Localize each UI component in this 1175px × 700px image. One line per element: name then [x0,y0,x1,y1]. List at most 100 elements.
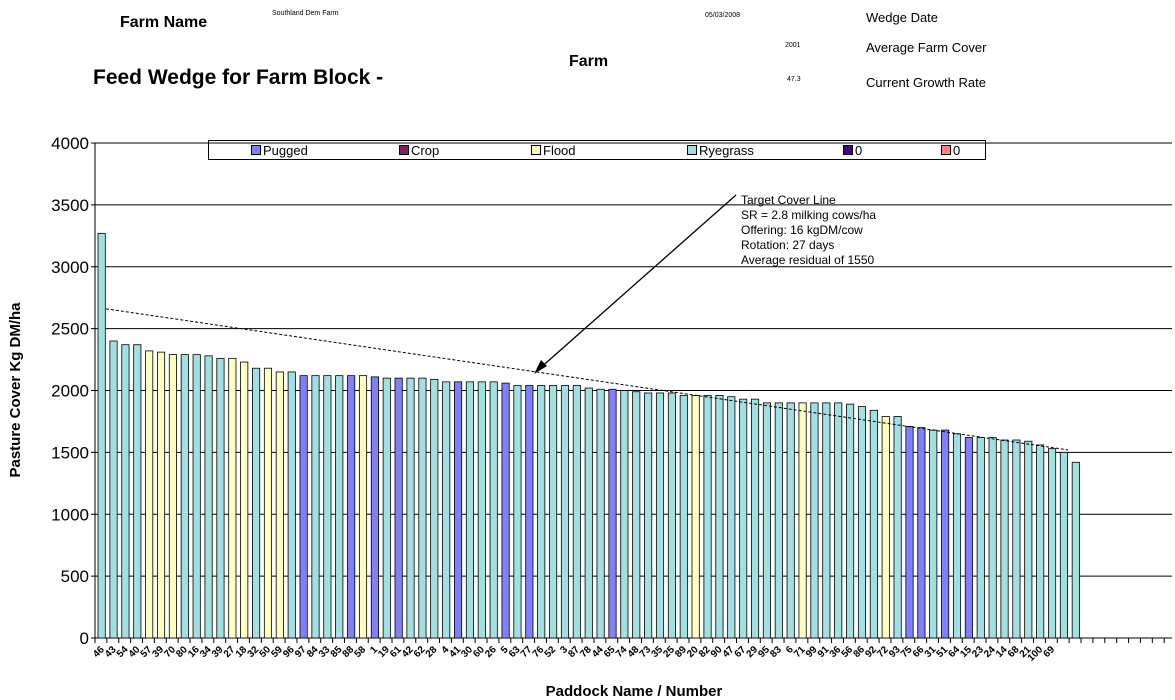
growth-rate-label: Current Growth Rate [866,75,986,90]
chart-legend: Pugged Crop Flood Ryegrass 0 0 [208,140,986,160]
legend-label: Flood [543,143,576,158]
bar [192,354,201,639]
bar [145,350,154,639]
bar [156,351,166,639]
bar [620,390,629,639]
bar [275,371,284,639]
bar [323,375,332,639]
y-tick-label: 0 [80,629,89,648]
bar [1000,439,1009,639]
legend-item: Ryegrass [687,143,754,158]
legend-label: 0 [953,143,961,158]
bar [679,395,688,639]
x-tick-label: 26 [483,644,499,660]
average-cover-value: 2001 [785,42,801,49]
bar [180,354,189,639]
bar [168,354,177,639]
bar [358,375,368,639]
bar [287,371,296,639]
bar [299,375,308,639]
bar [667,392,676,639]
legend-swatch [399,145,409,155]
bar [964,437,973,639]
bar [133,344,142,639]
bar [739,398,748,639]
bar [252,367,261,639]
y-tick-label: 3000 [51,258,89,277]
bar [453,381,463,639]
y-axis-title: Pasture Cover Kg DM/ha [7,302,24,478]
bar [382,377,391,639]
bar [501,382,510,639]
bar [644,392,653,639]
bar [121,344,130,639]
legend-swatch [251,145,261,155]
legend-item: Pugged [251,143,308,158]
legend-label: Ryegrass [699,143,754,158]
bar [335,375,344,639]
page-title: Feed Wedge for Farm Block - [93,66,384,89]
bar [952,433,962,639]
bar [109,340,118,639]
bar [822,402,831,639]
wedge-date-label: Wedge Date [866,10,939,25]
y-tick-label: 500 [61,567,89,586]
bar [537,385,546,639]
bar [798,402,807,639]
annotation-text: Offering: 16 kgDM/cow [741,223,863,237]
bar [418,377,427,639]
bar [228,357,237,639]
average-cover-label: Average Farm Cover [866,40,987,55]
bar [596,388,605,639]
bar [347,375,356,639]
bar [715,395,724,639]
bar [762,402,771,639]
annotation-text: SR = 2.8 milking cows/ha [741,208,876,222]
x-tick-label: 28 [424,644,440,660]
bar [608,388,617,639]
annotation-text: Rotation: 27 days [741,238,834,252]
bar [1036,444,1045,639]
bar [572,385,581,639]
bar [905,425,914,639]
bar [988,437,997,639]
bar [97,232,106,639]
y-tick-label: 3500 [51,196,89,215]
legend-item: 0 [843,143,862,158]
legend-item: 0 [941,143,960,158]
bar [489,381,498,639]
bar [751,398,760,639]
bar [881,416,890,639]
bar [917,427,926,639]
legend-item: Crop [399,143,439,158]
bar [810,402,819,639]
legend-item: Flood [531,143,576,158]
legend-swatch [531,145,541,155]
bar [893,416,902,639]
bar [216,357,225,639]
x-tick-label: 69 [1042,644,1058,660]
legend-swatch [843,145,853,155]
bar [941,429,950,639]
bar [406,377,415,639]
bar [442,381,451,639]
bar [691,395,700,639]
bar [846,403,855,639]
bar [655,392,665,639]
bar [240,361,249,639]
annotation-arrow [537,194,737,371]
bar [1048,448,1057,639]
bar [1024,440,1033,639]
bar [857,406,867,639]
annotation-text: Target Cover Line [741,193,836,207]
bar [263,367,273,639]
bar [525,385,534,639]
bar [204,355,213,639]
growth-rate-value: 47.3 [787,76,801,83]
bar [869,409,878,639]
bar [929,429,938,639]
bar [465,381,474,639]
bar [549,385,558,639]
x-axis-title: Paddock Name / Number [546,683,723,700]
